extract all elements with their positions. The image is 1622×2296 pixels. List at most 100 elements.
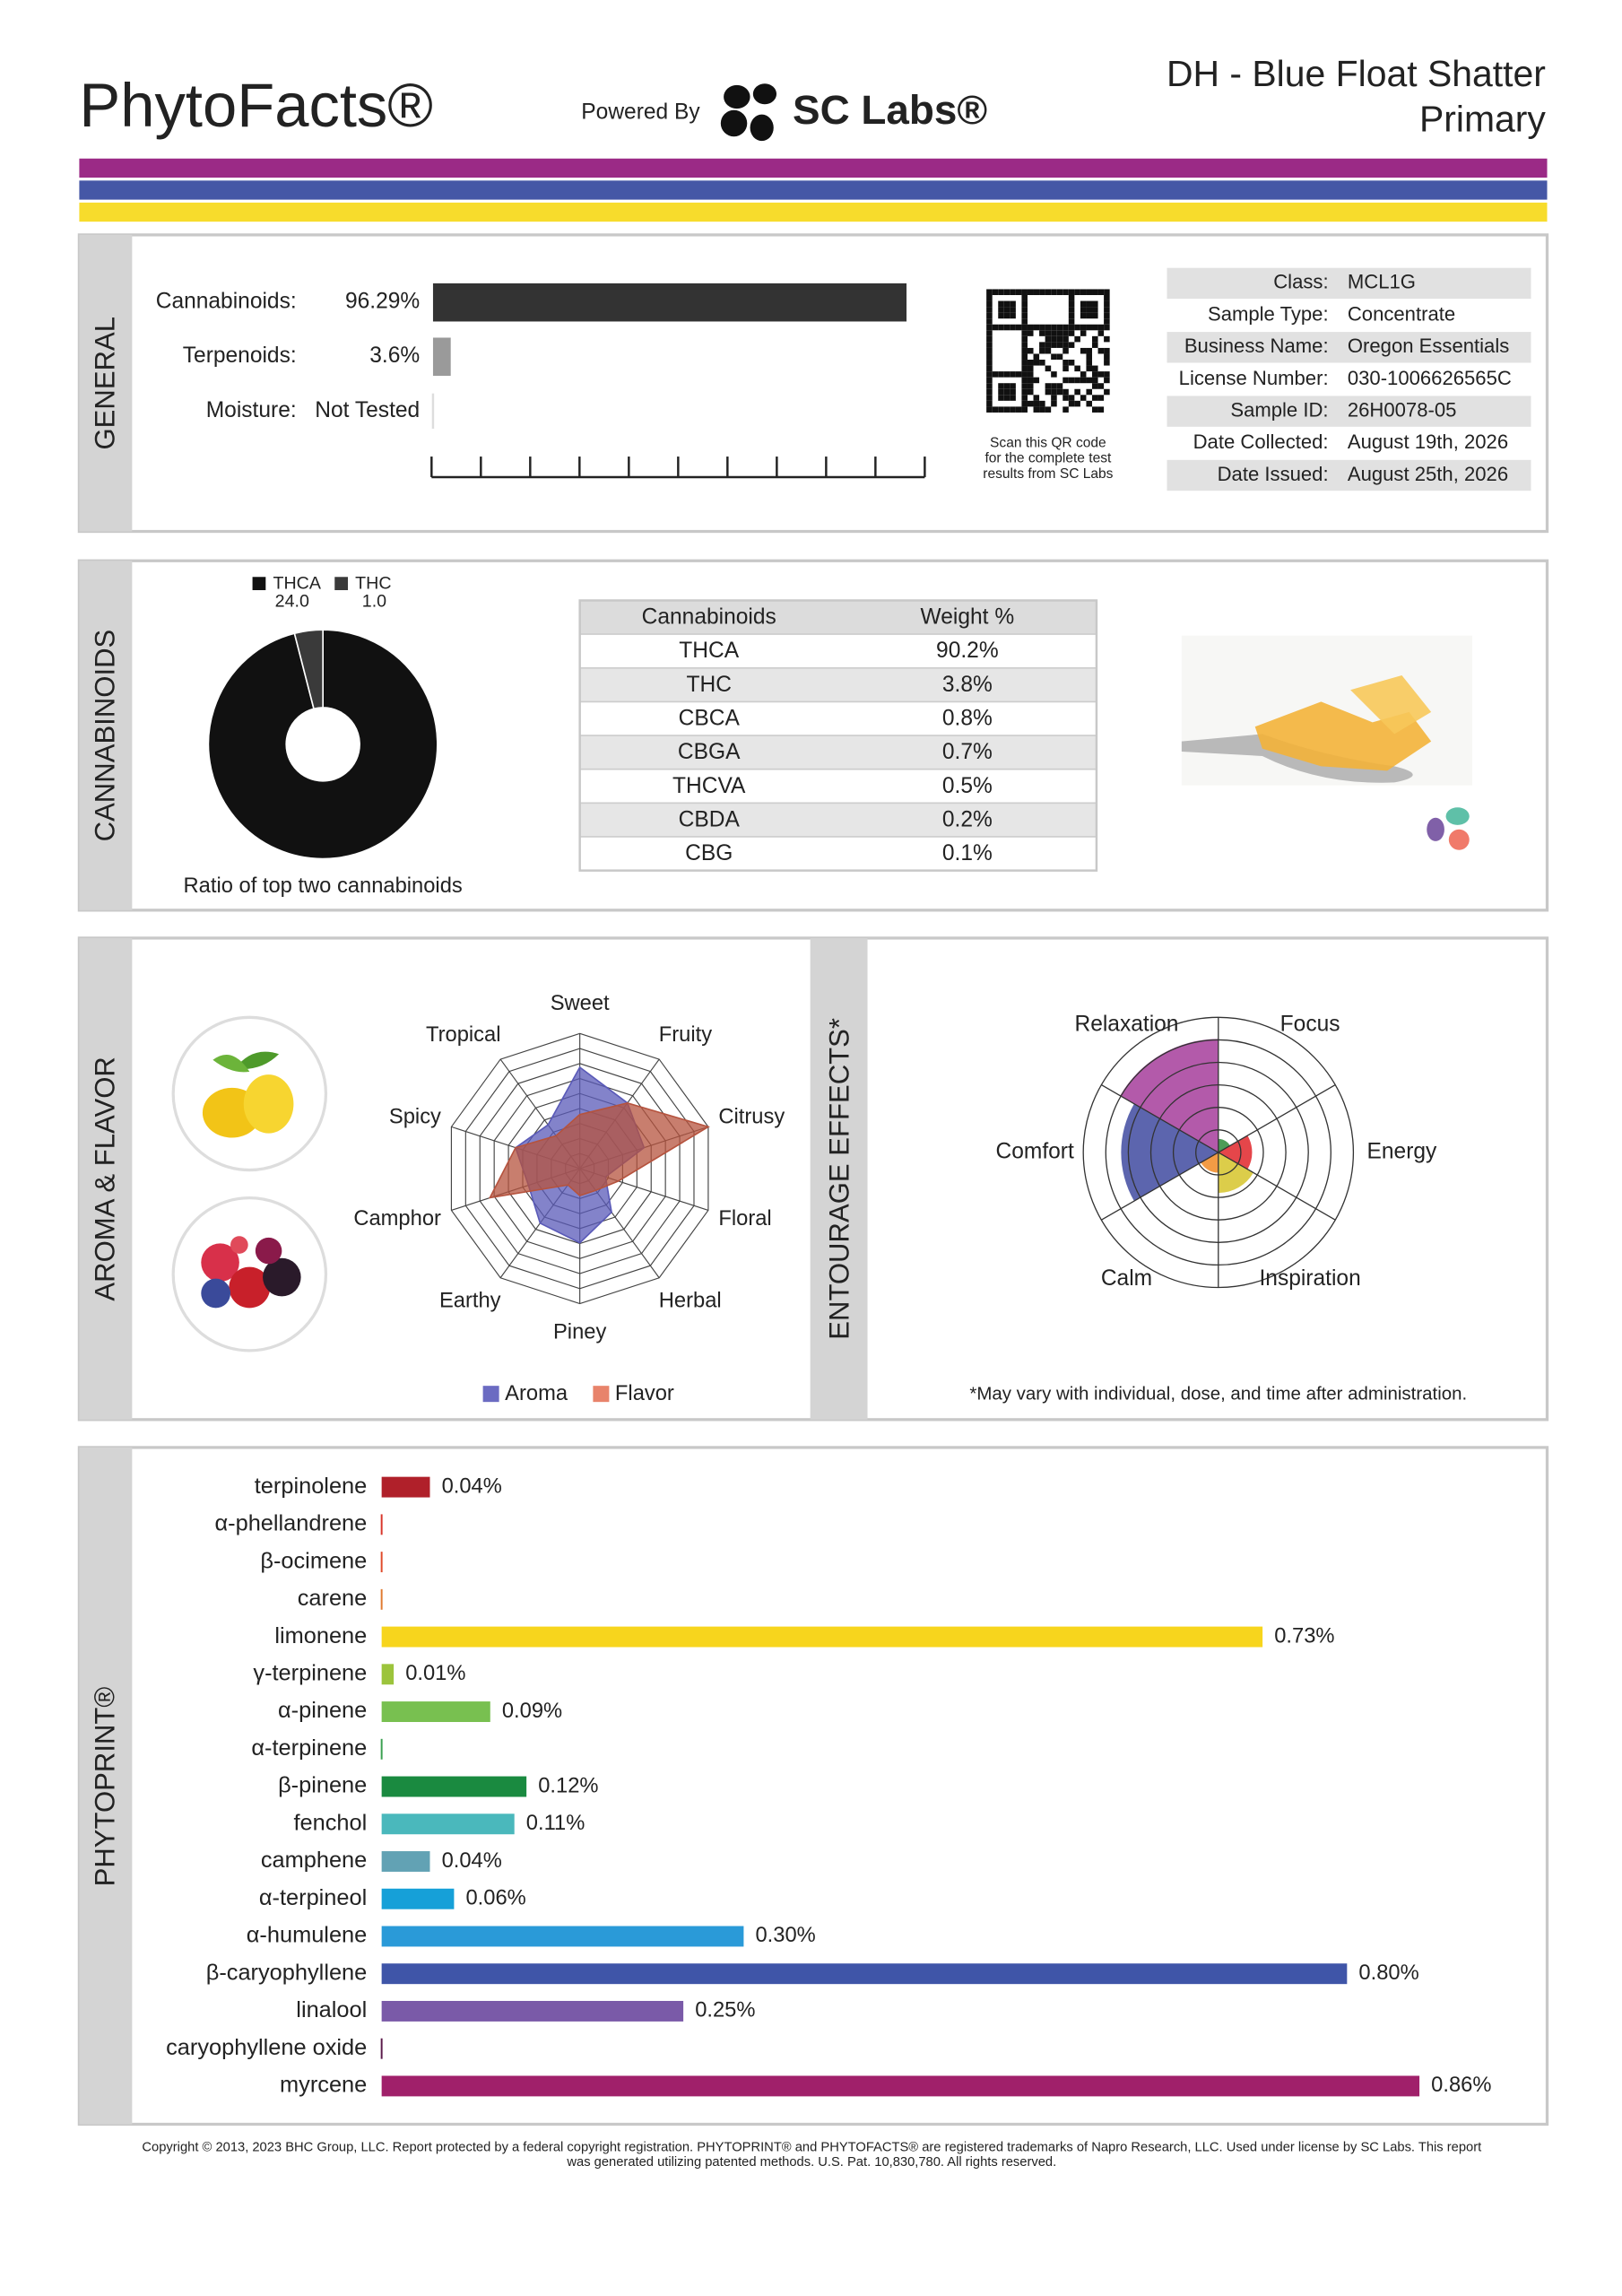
sample-title: DH - Blue Float Shatter bbox=[1167, 53, 1546, 94]
bar-label: β-caryophyllene bbox=[206, 1960, 368, 1985]
legend-label: Flavor bbox=[615, 1382, 674, 1405]
info-row-bg bbox=[1167, 459, 1531, 491]
logo: PhytoFacts® bbox=[79, 71, 433, 140]
bar-value: 0.09% bbox=[502, 1700, 562, 1723]
info-label: Date Collected: bbox=[1193, 430, 1329, 453]
qr-cell bbox=[1104, 347, 1110, 354]
qr-cell bbox=[1074, 324, 1080, 331]
qr-cell bbox=[1080, 312, 1087, 319]
stripe bbox=[79, 158, 1548, 178]
qr-cell bbox=[1021, 330, 1028, 336]
polar-spoke bbox=[1218, 1152, 1336, 1221]
qr-cell bbox=[1063, 360, 1069, 366]
qr-cell bbox=[1097, 406, 1105, 413]
bar-label: α-terpineol bbox=[259, 1885, 367, 1910]
qr-cell bbox=[998, 324, 1004, 331]
qr-cell bbox=[1097, 330, 1105, 336]
qr-cell bbox=[1045, 335, 1052, 343]
qr-cell bbox=[1080, 377, 1087, 384]
panel-side bbox=[79, 234, 133, 532]
row-label: Moisture: bbox=[206, 398, 297, 422]
donut-slice bbox=[207, 629, 438, 860]
qr-cell bbox=[986, 300, 993, 308]
qr-cell bbox=[1068, 342, 1075, 348]
qr-cell bbox=[1003, 371, 1010, 378]
qr-cell bbox=[1027, 383, 1034, 389]
qr-cell bbox=[986, 388, 993, 396]
qr-cell bbox=[1015, 371, 1022, 378]
panel-label: GENERAL bbox=[90, 317, 121, 450]
brand: SC Labs® bbox=[793, 87, 987, 133]
qr-cell bbox=[1074, 289, 1080, 296]
qr-cell bbox=[1063, 347, 1069, 354]
qr-cell bbox=[1021, 335, 1028, 343]
table-cell: 0.1% bbox=[942, 841, 993, 865]
qr-cell bbox=[986, 406, 993, 413]
qr-cell bbox=[1104, 289, 1110, 296]
qr-cell bbox=[1033, 400, 1040, 407]
stripe bbox=[79, 202, 1548, 222]
qr-cell bbox=[1097, 395, 1105, 401]
radar-axis-label: Earthy bbox=[439, 1289, 501, 1312]
qr-cell bbox=[1104, 388, 1110, 396]
qr-cell bbox=[1039, 347, 1045, 354]
qr-cell bbox=[1068, 295, 1075, 301]
qr-cell bbox=[1086, 289, 1093, 296]
qr-cell bbox=[1033, 395, 1040, 401]
table-cell: 0.8% bbox=[942, 707, 993, 731]
qr-cell bbox=[986, 400, 993, 407]
bar bbox=[381, 2000, 684, 2022]
qr-cell bbox=[1104, 371, 1110, 378]
bar-label: fenchol bbox=[293, 1810, 367, 1835]
donut-slice bbox=[293, 629, 324, 710]
qr-cell bbox=[1080, 371, 1087, 378]
legend-label: Aroma bbox=[505, 1382, 568, 1405]
qr-cell bbox=[1086, 307, 1093, 313]
qr-cell bbox=[1104, 312, 1110, 319]
qr-cell bbox=[1021, 388, 1028, 396]
qr-cell bbox=[1027, 324, 1034, 331]
qr-cell bbox=[1063, 377, 1069, 384]
qr-cell bbox=[1051, 330, 1057, 336]
qr-cell bbox=[1003, 388, 1010, 396]
qr-cell bbox=[1056, 342, 1063, 348]
qr-cell bbox=[1027, 388, 1034, 396]
qr-cell bbox=[1063, 406, 1069, 413]
bar-value: 0.06% bbox=[465, 1887, 525, 1910]
bar-label: α-humulene bbox=[247, 1923, 368, 1948]
table-cell: THC bbox=[686, 673, 731, 697]
bar-value: 0.86% bbox=[1431, 2074, 1491, 2097]
qr-cell bbox=[1045, 324, 1052, 331]
sc-labs-mark bbox=[1427, 807, 1470, 850]
qr-cell bbox=[1092, 307, 1098, 313]
qr-cell bbox=[1080, 395, 1087, 401]
polar-label: Comfort bbox=[996, 1139, 1074, 1163]
bar-value: 0.25% bbox=[695, 1999, 755, 2022]
polar-label: Focus bbox=[1280, 1013, 1340, 1037]
panel-side bbox=[79, 561, 133, 910]
row-label: Terpenoids: bbox=[183, 344, 297, 368]
qr-cell bbox=[1086, 377, 1093, 384]
bar-label: β-pinene bbox=[278, 1773, 367, 1798]
qr-cell bbox=[1063, 342, 1069, 348]
qr-cell bbox=[1074, 388, 1080, 396]
qr-cell bbox=[1063, 330, 1069, 336]
qr-cell bbox=[1080, 324, 1087, 331]
info-value: Concentrate bbox=[1348, 302, 1455, 325]
info-row-bg bbox=[1167, 396, 1531, 427]
qr-cell bbox=[1104, 377, 1110, 384]
qr-cell bbox=[1003, 289, 1010, 296]
qr-cell bbox=[1051, 383, 1057, 389]
table-cell: CBGA bbox=[678, 740, 741, 764]
footnote: *May vary with individual, dose, and tim… bbox=[969, 1383, 1467, 1404]
qr-cell bbox=[1056, 388, 1063, 396]
qr-cell bbox=[1092, 377, 1098, 384]
bar bbox=[432, 283, 907, 322]
qr-cell bbox=[1104, 300, 1110, 308]
qr-cell bbox=[986, 307, 993, 313]
qr-cell bbox=[992, 371, 999, 378]
qr-cell bbox=[1086, 360, 1093, 366]
qr-cell bbox=[1003, 312, 1010, 319]
qr-cell bbox=[1033, 377, 1040, 384]
qr-cell bbox=[1056, 330, 1063, 336]
